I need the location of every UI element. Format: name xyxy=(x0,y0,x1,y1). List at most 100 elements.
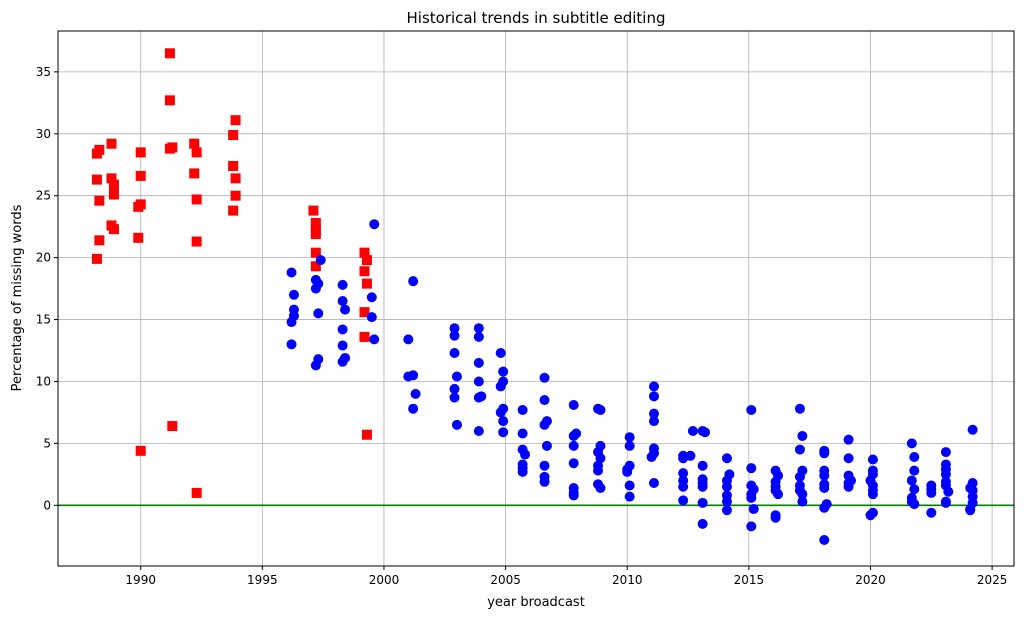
y-tick-label: 25 xyxy=(36,189,51,203)
plot-frame xyxy=(57,30,1015,567)
circle-data-point xyxy=(909,452,920,463)
circle-data-point xyxy=(286,317,297,328)
circle-data-point xyxy=(517,428,528,439)
square-data-point xyxy=(133,232,144,243)
circle-data-point xyxy=(539,419,550,430)
circle-data-point xyxy=(843,453,854,464)
square-data-point xyxy=(108,179,119,190)
square-data-point xyxy=(191,194,202,205)
circle-data-point xyxy=(498,366,509,377)
circle-data-point xyxy=(648,381,659,392)
square-data-point xyxy=(310,217,321,228)
square-data-point xyxy=(191,236,202,247)
circle-data-point xyxy=(965,505,976,516)
circle-data-point xyxy=(568,440,579,451)
circle-data-point xyxy=(678,468,689,479)
x-tick-label: 2025 xyxy=(977,573,1008,587)
circle-data-point xyxy=(943,486,954,497)
square-data-point xyxy=(133,201,144,212)
circle-data-point xyxy=(539,476,550,487)
square-data-point xyxy=(310,261,321,272)
circle-data-point xyxy=(940,497,951,508)
circle-data-point xyxy=(648,391,659,402)
circle-data-point xyxy=(337,340,348,351)
circle-data-point xyxy=(770,512,781,523)
circle-data-point xyxy=(697,481,708,492)
circle-data-point xyxy=(748,504,759,515)
circle-data-point xyxy=(313,308,324,319)
circle-data-point xyxy=(315,255,326,266)
circle-data-point xyxy=(449,347,460,358)
square-data-point xyxy=(106,138,117,149)
x-tick-label: 2000 xyxy=(369,573,400,587)
circle-data-point xyxy=(797,496,808,507)
y-tick-label: 15 xyxy=(36,313,51,327)
circle-data-point xyxy=(843,434,854,445)
circle-data-point xyxy=(867,489,878,500)
square-data-point xyxy=(94,144,105,155)
circle-data-point xyxy=(498,416,509,427)
circle-data-point xyxy=(819,482,830,493)
circle-data-point xyxy=(451,371,462,382)
square-data-point xyxy=(94,195,105,206)
circle-data-point xyxy=(539,372,550,383)
circle-data-point xyxy=(909,499,920,510)
circle-data-point xyxy=(906,438,917,449)
circle-data-point xyxy=(288,289,299,300)
square-data-point xyxy=(135,445,146,456)
circle-data-point xyxy=(473,331,484,342)
circle-data-point xyxy=(697,497,708,508)
circle-data-point xyxy=(337,356,348,367)
square-data-point xyxy=(135,170,146,181)
x-tick-label: 2015 xyxy=(734,573,765,587)
circle-data-point xyxy=(539,460,550,471)
circle-data-point xyxy=(539,395,550,406)
circle-data-point xyxy=(369,219,380,230)
square-data-point xyxy=(228,160,239,171)
square-data-point xyxy=(91,174,102,185)
square-data-point xyxy=(230,173,241,184)
circle-data-point xyxy=(624,440,635,451)
circle-data-point xyxy=(819,448,830,459)
circle-data-point xyxy=(369,334,380,345)
circle-data-point xyxy=(568,400,579,411)
square-data-point xyxy=(228,205,239,216)
square-data-point xyxy=(189,138,200,149)
y-tick-label: 5 xyxy=(43,436,51,450)
circle-data-point xyxy=(473,392,484,403)
circle-data-point xyxy=(909,465,920,476)
circle-data-point xyxy=(451,419,462,430)
circle-data-point xyxy=(906,475,917,486)
circle-data-point xyxy=(568,458,579,469)
circle-data-point xyxy=(940,469,951,480)
circle-data-point xyxy=(568,490,579,501)
grid xyxy=(58,31,1014,566)
circle-data-point xyxy=(286,267,297,278)
circle-data-point xyxy=(721,496,732,507)
circle-data-point xyxy=(926,507,937,518)
circle-data-point xyxy=(721,505,732,516)
circle-data-point xyxy=(410,388,421,399)
circle-data-point xyxy=(408,403,419,414)
square-data-point xyxy=(189,168,200,179)
square-data-point xyxy=(108,224,119,235)
y-axis-label: Percentage of missing words xyxy=(10,204,25,391)
square-data-point xyxy=(359,331,370,342)
circle-data-point xyxy=(286,339,297,350)
square-data-point xyxy=(164,143,175,154)
square-data-point xyxy=(359,307,370,318)
circle-data-point xyxy=(967,424,978,435)
square-data-point xyxy=(135,147,146,158)
circle-data-point xyxy=(940,447,951,458)
square-data-point xyxy=(361,278,372,289)
square-data-point xyxy=(91,253,102,264)
circle-data-point xyxy=(865,510,876,521)
square-data-point xyxy=(94,235,105,246)
x-tick-label: 1990 xyxy=(125,573,156,587)
circle-data-point xyxy=(449,383,460,394)
circle-data-point xyxy=(746,404,757,415)
circle-data-point xyxy=(337,295,348,306)
circle-data-point xyxy=(685,450,696,461)
circle-data-point xyxy=(366,292,377,303)
circle-data-point xyxy=(721,481,732,492)
